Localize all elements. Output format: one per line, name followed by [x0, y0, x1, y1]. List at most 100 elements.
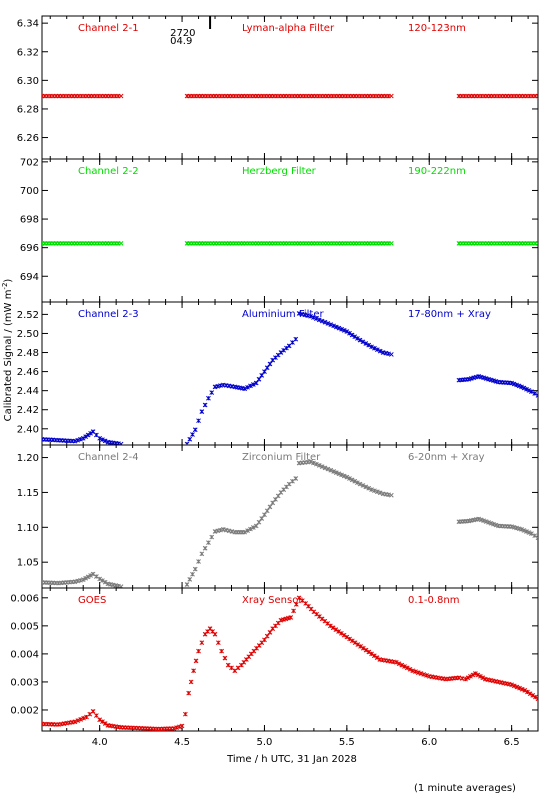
- data-point: [102, 438, 108, 444]
- data-point: [187, 577, 193, 582]
- data-point: [75, 437, 81, 443]
- data-point: [97, 576, 103, 582]
- data-point: [322, 319, 328, 325]
- data-point: [393, 659, 399, 665]
- data-point: [245, 528, 250, 533]
- data-point: [311, 460, 316, 466]
- panels-group: 6.26 6.28 6.30 6.32 6.34 Channel 2-1 Lyman-alp…: [10, 15, 539, 748]
- data-point: [530, 693, 536, 698]
- panel-label: 6-20nm + Xray: [408, 452, 485, 463]
- data-point: [118, 441, 124, 445]
- data-point: [88, 573, 93, 578]
- data-point: [72, 719, 78, 725]
- data-point: [199, 551, 205, 557]
- data-point: [190, 432, 195, 437]
- data-point: [347, 330, 352, 336]
- data-point: [331, 469, 337, 474]
- data-point: [270, 500, 276, 506]
- data-point: [242, 529, 248, 535]
- panel-label: Aluminium Filter: [242, 309, 325, 320]
- data-point: [339, 630, 344, 636]
- data-point: [85, 432, 91, 438]
- data-point: [516, 383, 522, 389]
- data-point: [267, 504, 273, 510]
- y-tick-label: 6.26: [17, 133, 39, 144]
- data-point: [521, 528, 527, 533]
- data-point: [468, 673, 473, 679]
- panel-label: 190-222nm: [408, 166, 466, 177]
- data-series: [42, 311, 538, 445]
- data-point: [415, 670, 421, 675]
- data-point: [250, 525, 256, 530]
- y-tick-label: 1.15: [17, 488, 39, 499]
- x-tick-label: 4.5: [174, 737, 190, 748]
- data-point: [97, 435, 103, 441]
- data-point: [514, 382, 519, 388]
- data-point: [259, 373, 265, 378]
- panel-label: GOES: [78, 595, 106, 606]
- data-point: [366, 649, 372, 655]
- data-point: [191, 668, 196, 674]
- data-point: [369, 651, 374, 657]
- data-point: [199, 409, 205, 414]
- data-point: [360, 483, 366, 488]
- y-tick-label: 1.10: [17, 523, 39, 534]
- panel-label: Channel 2-4: [78, 452, 139, 463]
- data-point: [80, 577, 86, 582]
- data-point: [463, 676, 468, 682]
- data-point: [253, 523, 259, 529]
- data-point: [372, 345, 377, 351]
- data-point: [331, 323, 337, 329]
- data-point: [388, 352, 394, 357]
- data-point: [199, 640, 205, 646]
- event-marker-label: 04.9: [170, 36, 192, 47]
- data-point: [349, 332, 355, 338]
- data-point: [100, 719, 105, 725]
- y-tick-label: 694: [20, 272, 39, 283]
- data-point: [293, 602, 299, 607]
- data-point: [349, 638, 355, 644]
- panel-3: 2.40 2.42 2.44 2.46 2.48 2.50 2.52 Channel 2-3 A…: [17, 301, 539, 446]
- data-point: [78, 436, 83, 442]
- data-point: [509, 380, 514, 386]
- data-point: [366, 342, 372, 348]
- data-point: [535, 696, 538, 702]
- data-point: [196, 559, 201, 564]
- y-tick-label: 2.44: [17, 386, 39, 397]
- data-point: [347, 476, 352, 481]
- data-point: [360, 645, 366, 651]
- data-point: [374, 489, 380, 495]
- data-point: [372, 488, 377, 494]
- y-tick-label: 2.46: [17, 367, 39, 378]
- data-point: [352, 640, 358, 646]
- data-point: [371, 653, 377, 659]
- y-tick-label: 698: [20, 215, 39, 226]
- data-point: [78, 717, 84, 722]
- data-point: [529, 389, 534, 394]
- panel-5: 0.002 0.003 0.004 0.005 0.006 GOES Xray Sensor…: [10, 587, 539, 732]
- data-point: [245, 384, 250, 390]
- data-point: [328, 322, 334, 327]
- data-point: [339, 326, 344, 332]
- data-point: [85, 574, 91, 580]
- data-point: [253, 380, 259, 386]
- y-tick-label: 702: [20, 157, 39, 168]
- data-point: [202, 402, 208, 408]
- data-point: [519, 384, 524, 390]
- data-point: [377, 490, 383, 496]
- data-point: [192, 566, 198, 572]
- data-point: [308, 313, 313, 319]
- data-point: [293, 476, 299, 481]
- data-point: [525, 689, 530, 695]
- y-tick-label: 1.05: [17, 558, 39, 569]
- data-point: [355, 480, 360, 486]
- data-point: [215, 640, 221, 646]
- data-point: [196, 648, 201, 654]
- panel-label: Channel 2-3: [78, 309, 139, 320]
- panel-label: Channel 2-1: [78, 23, 139, 34]
- data-point: [80, 435, 86, 441]
- data-point: [202, 545, 208, 551]
- data-point: [212, 631, 218, 637]
- data-point: [100, 578, 105, 583]
